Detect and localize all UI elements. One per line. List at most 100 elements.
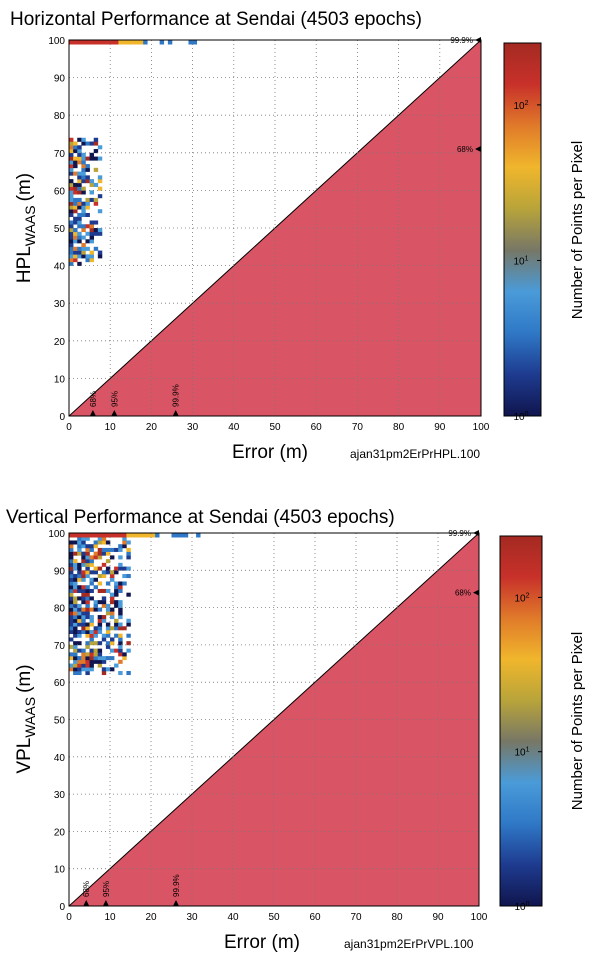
source-tag: ajan31pm2ErPrHPL.100 <box>350 447 480 461</box>
heatmap-cell <box>142 533 148 538</box>
heatmap-cell <box>89 633 94 638</box>
heatmap-cell <box>85 40 90 45</box>
heatmap-cell <box>175 533 180 538</box>
heatmap-cell <box>85 141 90 146</box>
bound-percentile-marker <box>475 37 481 43</box>
heatmap-cell <box>89 577 94 582</box>
heatmap-cell <box>183 533 189 538</box>
heatmap-cell <box>77 171 82 176</box>
heatmap-cell <box>97 663 103 668</box>
heatmap-cell <box>110 574 115 579</box>
heatmap-cell <box>114 570 119 575</box>
heatmap-cell <box>73 566 78 571</box>
heatmap-cell <box>126 566 131 571</box>
heatmap-cell <box>126 574 131 579</box>
heatmap-cell <box>81 205 86 210</box>
vertical-performance-chart: Vertical Performance at Sendai (4503 epo… <box>6 507 586 953</box>
heatmap-cell <box>81 533 86 538</box>
heatmap-cell <box>89 179 95 184</box>
heatmap-cell <box>126 648 131 653</box>
heatmap-cell <box>188 40 193 45</box>
heatmap-cell <box>118 588 123 593</box>
heatmap-cell <box>81 212 86 218</box>
grid-lines <box>69 40 481 416</box>
heatmap-cell <box>77 671 82 676</box>
heatmap-cell <box>81 659 86 664</box>
grid-lines <box>69 533 479 906</box>
heatmap-cell <box>110 577 115 582</box>
heatmap-cells <box>69 40 198 266</box>
heatmap-cell <box>73 201 78 206</box>
heatmap-cell <box>105 566 111 571</box>
heatmap-cell <box>73 600 78 605</box>
y-axis-label: HPLWAAS (m) <box>14 173 38 283</box>
x-axis-ticks: 0 10 20 30 40 50 60 70 80 90 100 <box>66 422 490 433</box>
x-tick-label: 0 <box>66 422 72 433</box>
heatmap-cell <box>69 600 74 605</box>
heatmap-cell <box>73 216 78 221</box>
heatmap-cell <box>126 618 131 623</box>
colorbar-tick-label: 100 <box>514 901 529 913</box>
heatmap-cell <box>93 201 99 206</box>
heatmap-cell <box>73 615 78 620</box>
heatmap-cell <box>105 641 111 646</box>
heatmap-cell <box>89 544 94 549</box>
heatmap-cell <box>73 231 78 236</box>
heatmap-cells <box>69 533 201 676</box>
heatmap-cell <box>69 137 74 142</box>
heatmap-cell <box>77 533 82 538</box>
heatmap-cell <box>97 540 103 545</box>
heatmap-cell <box>73 663 78 668</box>
heatmap-cell <box>122 540 127 545</box>
heatmap-cell <box>155 533 160 538</box>
x-tick-label: 70 <box>352 422 364 433</box>
heatmap-cell <box>69 652 74 657</box>
heatmap-cell <box>73 254 78 259</box>
heatmap-cell <box>81 254 86 259</box>
heatmap-cell <box>73 622 78 627</box>
heatmap-cell <box>85 533 90 538</box>
error-percentile-label: 99.9% <box>172 874 181 897</box>
heatmap-cell <box>73 209 78 214</box>
heatmap-cell <box>77 570 82 575</box>
heatmap-cell <box>110 656 115 661</box>
heatmap-cell <box>77 577 82 582</box>
heatmap-cell <box>93 533 98 538</box>
heatmap-cell <box>77 212 82 218</box>
heatmap-cell <box>69 656 74 661</box>
heatmap-cell <box>81 228 86 233</box>
heatmap-cell <box>114 581 119 586</box>
heatmap-cell <box>114 533 119 538</box>
heatmap-cell <box>85 258 90 263</box>
heatmap-cell <box>69 243 74 248</box>
heatmap-cell <box>93 659 98 664</box>
heatmap-cell <box>101 656 107 661</box>
heatmap-cell <box>89 231 95 236</box>
heatmap-cell <box>69 644 74 649</box>
heatmap-cell <box>126 622 131 627</box>
heatmap-cell <box>81 243 86 248</box>
heatmap-cell <box>69 663 74 668</box>
heatmap-cell <box>81 235 86 240</box>
x-axis-label: Error (m) <box>232 442 308 463</box>
heatmap-cell <box>69 167 74 172</box>
heatmap-cell <box>77 611 82 616</box>
heatmap-cell <box>122 533 127 538</box>
heatmap-cell <box>118 555 123 560</box>
heatmap-cell <box>77 235 82 240</box>
heatmap-cell <box>77 622 82 627</box>
heatmap-cell <box>105 551 111 556</box>
heatmap-cell <box>81 190 86 195</box>
heatmap-cell <box>81 648 86 653</box>
y-tick-label: 100 <box>48 529 65 540</box>
heatmap-cell <box>105 588 111 593</box>
heatmap-cell <box>101 533 107 538</box>
heatmap-cell <box>89 156 95 161</box>
heatmap-cell <box>97 555 103 560</box>
heatmap-cell <box>110 533 115 538</box>
heatmap-cell <box>73 629 78 635</box>
heatmap-cell <box>89 656 94 661</box>
y-tick-label: 30 <box>54 790 66 801</box>
heatmap-cell <box>118 622 123 627</box>
heatmap-cell <box>81 611 86 616</box>
